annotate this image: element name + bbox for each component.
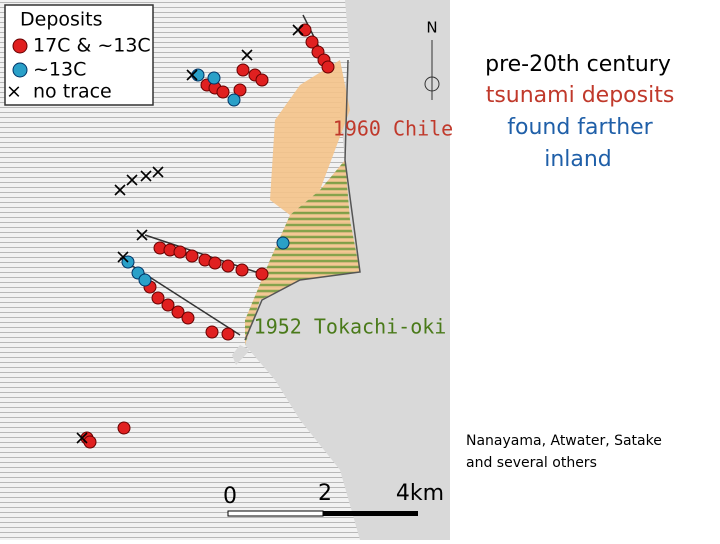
scale-bar-black xyxy=(323,511,418,516)
sea xyxy=(245,0,450,540)
no-trace xyxy=(126,174,138,186)
red-deposit xyxy=(83,435,97,449)
no-trace xyxy=(292,24,304,36)
legend-title: Deposits xyxy=(20,9,103,31)
coastline xyxy=(244,59,361,341)
red-deposit xyxy=(151,291,165,305)
no-trace xyxy=(136,229,148,241)
red-deposit xyxy=(161,298,175,312)
blue-deposit xyxy=(227,93,241,107)
scale-label: 4km xyxy=(396,481,444,506)
legend-cross: × xyxy=(6,81,22,103)
red-deposit xyxy=(255,73,269,87)
no-trace xyxy=(114,184,126,196)
deposit-sites xyxy=(76,14,335,449)
red-deposit xyxy=(233,83,247,97)
map: Deposits 17C & ~13C ~13C × no trace N 19… xyxy=(0,0,453,540)
legend-item: ~13C xyxy=(33,59,86,81)
no-trace xyxy=(152,166,164,178)
event-label: 1960 Chile xyxy=(333,117,453,141)
credit-line: Nanayama, Atwater, Satake xyxy=(466,433,662,449)
blue-deposit xyxy=(138,273,152,287)
event-label: 1952 Tokachi-oki xyxy=(254,315,447,339)
blue-deposit xyxy=(276,236,290,250)
red-deposit xyxy=(117,421,131,435)
blue-deposit xyxy=(207,71,221,85)
caption-line: inland xyxy=(544,147,612,172)
legend-blue-dot xyxy=(12,62,28,78)
caption-line: found farther xyxy=(507,115,653,140)
river-mouth xyxy=(232,345,250,365)
red-deposit xyxy=(185,249,199,263)
legend-box xyxy=(4,4,154,106)
no-trace xyxy=(117,251,129,263)
scale-label: 0 xyxy=(223,484,237,509)
caption: pre-20th century tsunami deposits found … xyxy=(485,52,674,172)
no-trace xyxy=(186,69,198,81)
legend-red-dot xyxy=(12,38,28,54)
compass xyxy=(424,76,440,92)
inundation-1952 xyxy=(245,160,360,345)
red-deposit xyxy=(255,267,269,281)
scale-label: 2 xyxy=(318,481,332,506)
legend-item: 17C & ~13C xyxy=(33,35,151,57)
red-deposit xyxy=(221,259,235,273)
no-trace xyxy=(76,432,88,444)
red-deposit xyxy=(236,63,250,77)
red-deposit xyxy=(298,23,312,37)
red-deposit xyxy=(305,35,319,49)
credit-line: and several others xyxy=(466,455,597,471)
red-deposit xyxy=(321,60,335,74)
inundation-1960 xyxy=(270,60,350,215)
red-deposit xyxy=(171,305,185,319)
blue-deposit xyxy=(191,68,205,82)
north-label: N xyxy=(426,19,437,37)
red-deposit xyxy=(235,263,249,277)
red-deposit xyxy=(173,245,187,259)
red-deposit xyxy=(221,327,235,341)
red-deposit xyxy=(205,325,219,339)
no-trace xyxy=(241,49,253,61)
scale-bar-white xyxy=(227,510,324,517)
red-deposit xyxy=(208,256,222,270)
no-trace xyxy=(140,170,152,182)
red-deposit xyxy=(216,85,230,99)
red-deposit xyxy=(181,311,195,325)
legend-item: no trace xyxy=(33,81,112,103)
caption-line: tsunami deposits xyxy=(486,83,675,108)
caption-line: pre-20th century xyxy=(485,52,671,77)
